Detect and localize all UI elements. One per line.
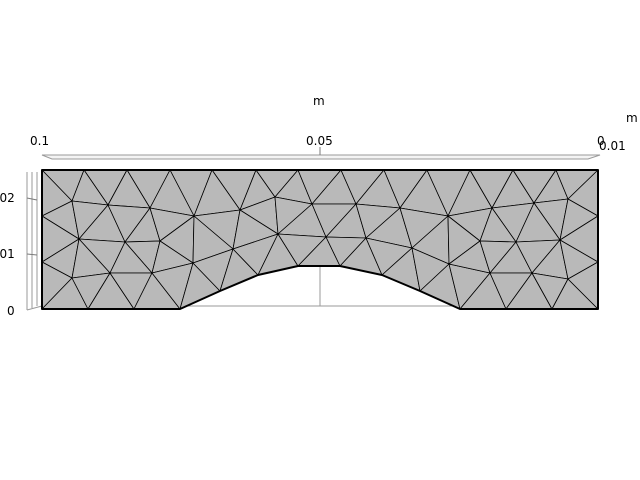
y-tick-label-0: 0.01 bbox=[599, 139, 626, 153]
z-axis-base bbox=[26, 305, 43, 311]
x-tick-label-0: 0.1 bbox=[30, 134, 50, 148]
x-tick-label-2: 0 bbox=[597, 134, 605, 148]
z-tick-001 bbox=[26, 253, 38, 256]
z-tick-label-0: 0.02 bbox=[0, 191, 15, 205]
z-tick-label-1: 0.01 bbox=[0, 247, 15, 261]
axis-plane bbox=[41, 154, 601, 160]
z-tick-label-2: 0 bbox=[7, 304, 15, 318]
y-axis-unit: m bbox=[626, 111, 638, 125]
x-tick-label-1: 0.05 bbox=[306, 134, 333, 148]
z-tick-002 bbox=[26, 197, 38, 201]
x-axis-unit: m bbox=[313, 94, 325, 108]
mesh-elements bbox=[41, 169, 599, 310]
geometry-boundary bbox=[41, 169, 599, 310]
